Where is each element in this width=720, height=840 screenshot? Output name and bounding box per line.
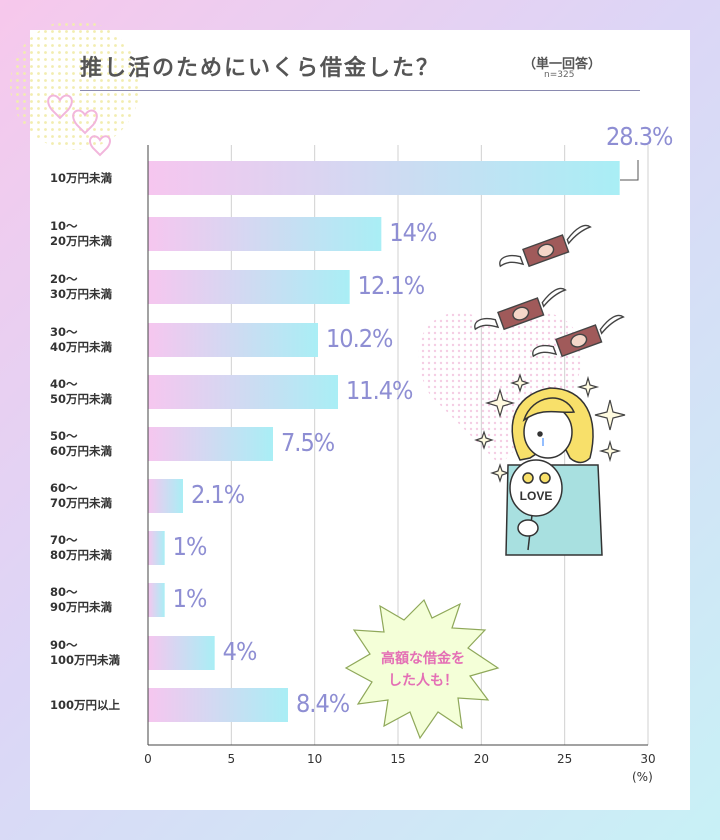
category-label-line: 60万円未満 [50, 444, 113, 458]
value-label: 4% [222, 637, 258, 666]
category-label-line: 40～ [50, 377, 78, 391]
x-axis-unit: (%) [632, 770, 653, 784]
bar [148, 479, 183, 513]
value-label: 28.3% [606, 122, 673, 151]
category-label-line: 20～ [50, 272, 78, 286]
bar [148, 217, 382, 251]
bar [148, 636, 215, 670]
category-label: 50～ 60万円未満 [50, 429, 160, 459]
x-tick-label: 0 [144, 752, 152, 766]
callout-burst [344, 598, 500, 740]
category-label-line: 10万円未満 [50, 170, 113, 185]
bar [148, 583, 165, 617]
value-label: 2.1% [191, 480, 245, 509]
sample-size-note: n=325 [544, 70, 575, 80]
category-label-line: 90～ [50, 638, 78, 652]
category-label: 70～ 80万円未満 [50, 533, 160, 563]
category-label: 60～ 70万円未満 [50, 481, 160, 511]
hearts-icon [47, 94, 111, 157]
category-label-line: 100万円以上 [50, 697, 121, 712]
title-underline [80, 90, 640, 91]
category-label-line: 60～ [50, 481, 78, 495]
x-tick-label: 10 [307, 752, 323, 766]
category-label-line: 90万円未満 [50, 600, 113, 614]
value-label: 7.5% [281, 428, 335, 457]
value-label: 1% [172, 532, 208, 561]
dotted-circle-decoration [10, 20, 140, 150]
category-label-line: 10～ [50, 219, 78, 233]
category-label-line: 100万円未満 [50, 653, 121, 667]
chart-title: 推し活のためにいくら借金した？ [80, 56, 441, 81]
category-label-line: 70～ [50, 533, 78, 547]
value-label: 8.4% [296, 689, 350, 718]
category-label-line: 80万円未満 [50, 548, 113, 562]
bar [148, 161, 620, 195]
category-label: 80～ 90万円未満 [50, 585, 160, 615]
category-label-line: 30～ [50, 325, 78, 339]
flying-money-icon [474, 224, 625, 358]
value-label: 1% [172, 584, 208, 613]
fan-love-text: LOVE [520, 489, 553, 503]
bar [148, 375, 338, 409]
sparkle-icon [474, 373, 626, 483]
category-label-line: 30万円未満 [50, 287, 113, 301]
value-label: 11.4% [346, 376, 413, 405]
callout-line-2: した人も！ [388, 673, 458, 689]
girl-with-fan-illustration: LOVE [505, 387, 603, 556]
category-label-line: 50～ [50, 429, 78, 443]
value-label: 10.2% [326, 324, 393, 353]
category-label: 100万円以上 [50, 698, 160, 713]
category-label: 10万円未満 [50, 171, 160, 186]
bar [148, 270, 350, 304]
category-label-line: 50万円未満 [50, 392, 113, 406]
callout-line-1: 高額な借金を [381, 651, 465, 667]
label-leader-line [620, 160, 639, 181]
x-tick-label: 5 [227, 752, 236, 766]
category-label-line: 20万円未満 [50, 234, 113, 248]
category-label-line: 40万円未満 [50, 340, 113, 354]
category-label: 20～ 30万円未満 [50, 272, 160, 302]
category-label-line: 80～ [50, 585, 78, 599]
bar [148, 323, 318, 357]
bar [148, 531, 165, 565]
x-tick-label: 30 [640, 752, 656, 766]
category-label: 10～ 20万円未満 [50, 219, 160, 249]
category-label: 30～ 40万円未満 [50, 325, 160, 355]
category-label: 90～ 100万円未満 [50, 638, 160, 668]
bar [148, 688, 288, 722]
x-tick-label: 25 [557, 752, 573, 766]
value-label: 14% [389, 218, 437, 247]
chart-subtitle: （単一回答） [523, 57, 602, 72]
x-tick-label: 20 [473, 752, 489, 766]
x-tick-label: 15 [390, 752, 406, 766]
callout-text: 高額な借金を した人も！ [368, 648, 478, 692]
value-label: 12.1% [357, 271, 425, 300]
category-label-line: 70万円未満 [50, 496, 113, 510]
category-label: 40～ 50万円未満 [50, 377, 160, 407]
bar [148, 427, 273, 461]
